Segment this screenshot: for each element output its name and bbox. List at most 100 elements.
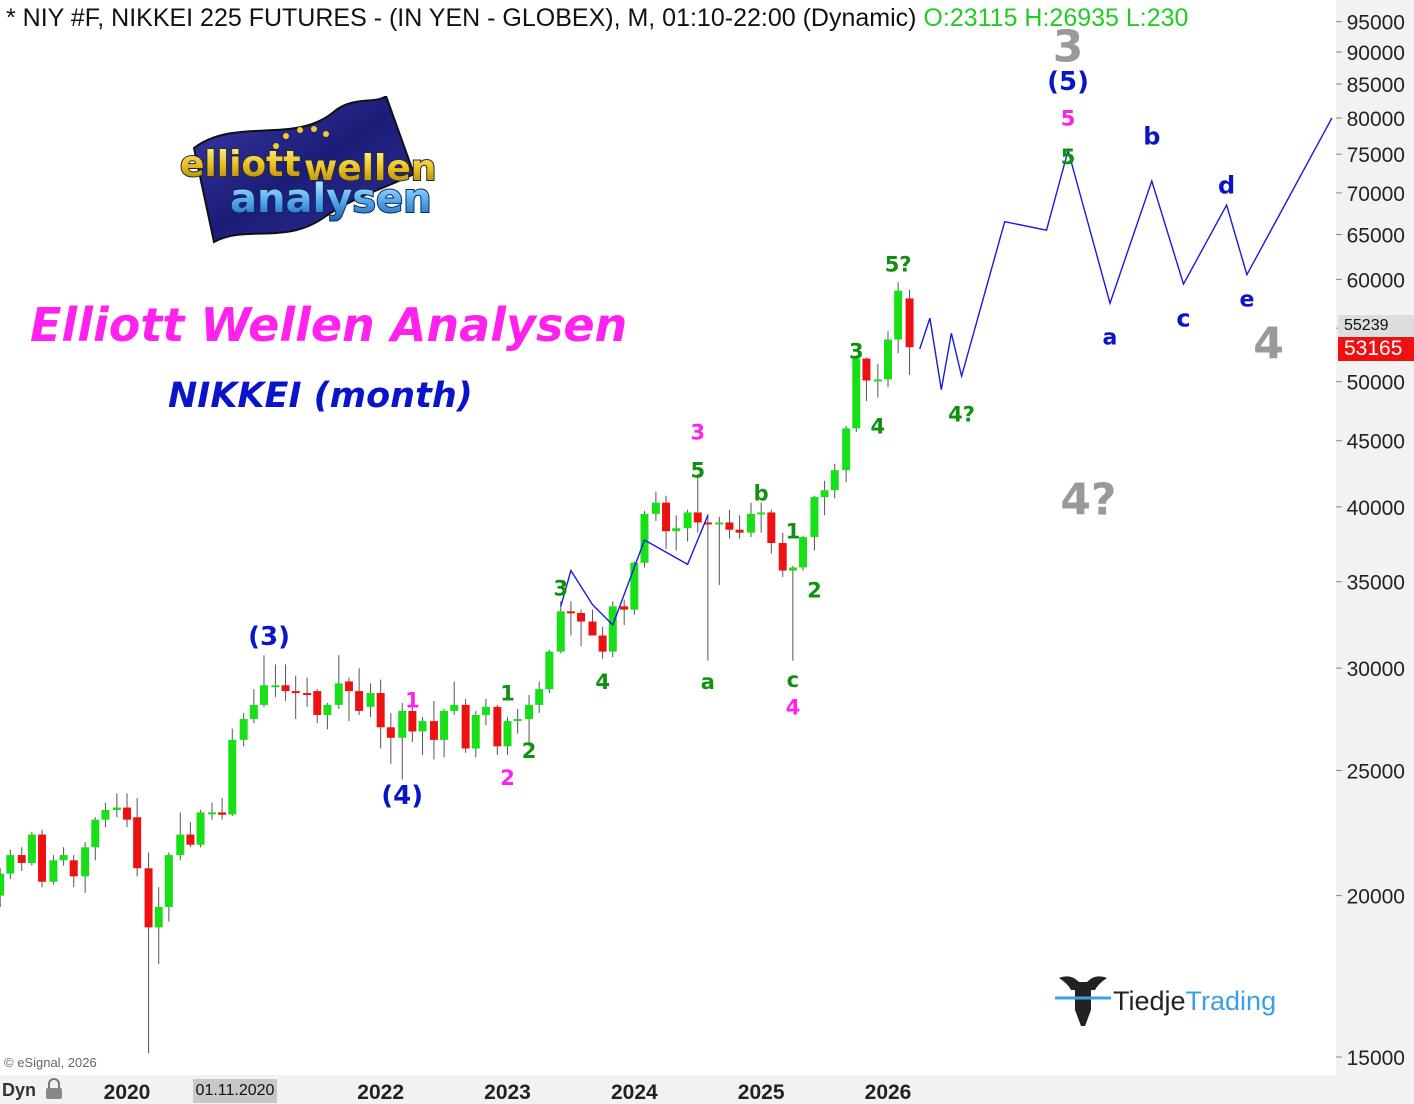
wave-label: b — [1143, 122, 1160, 150]
candle-up — [799, 537, 808, 568]
wave-label: 2 — [522, 739, 537, 763]
candle-up — [672, 528, 681, 532]
logo-text-tiedje: Tiedje — [1113, 986, 1186, 1016]
candle-up — [91, 819, 100, 848]
candle-up — [228, 739, 237, 815]
logo-text-analysen: analysen — [230, 176, 432, 222]
price-tag-last: 53165 — [1338, 337, 1414, 361]
wave-label: (3) — [248, 622, 290, 652]
wave-label: 5 — [1061, 107, 1076, 131]
y-tick-label: 25000 — [1347, 760, 1405, 783]
candle-down — [17, 855, 26, 863]
candle-up — [525, 704, 534, 720]
x-tick-label: 2026 — [865, 1081, 912, 1104]
tiedje-trading-logo: TiedjeTrading — [1055, 976, 1275, 1026]
candle-up — [873, 379, 882, 382]
wave-label: 5 — [690, 459, 705, 483]
candle-up — [112, 807, 121, 810]
candle-down — [303, 693, 312, 696]
candle-up — [0, 873, 5, 896]
wave-label: 4 — [595, 670, 610, 694]
lock-icon[interactable] — [44, 1078, 64, 1100]
wave-label: c — [787, 668, 799, 692]
x-tick-label: 2020 — [104, 1081, 151, 1104]
candle-down — [313, 691, 322, 715]
wave-label: a — [701, 670, 715, 694]
x-tick-label: 2022 — [357, 1081, 404, 1104]
wave-label: (5) — [1047, 67, 1089, 97]
wave-label: 1 — [405, 688, 420, 712]
candle-up — [842, 428, 851, 471]
candle-up — [176, 834, 185, 856]
candle-up — [271, 685, 280, 688]
candle-up — [556, 611, 565, 652]
wave-label: 3 — [849, 340, 864, 364]
candle-up — [810, 497, 819, 538]
candle-down — [69, 860, 78, 877]
candle-up — [418, 721, 427, 732]
wave-label: 3 — [1053, 22, 1084, 73]
y-tick-label: 15000 — [1347, 1047, 1405, 1070]
wave-label: 5? — [885, 252, 912, 276]
candle-up — [398, 710, 407, 738]
candle-down — [376, 693, 385, 728]
dynamic-mode-label[interactable]: Dyn — [2, 1080, 37, 1100]
wave-label: d — [1218, 172, 1235, 200]
candle-up — [334, 683, 343, 705]
ohlc-values: O:23115 H:26935 L:230 — [923, 4, 1189, 32]
candle-up — [27, 834, 36, 863]
candle-up — [196, 812, 205, 845]
candle-up — [323, 704, 332, 715]
elliott-wellen-analysen-logo: elliott wellen analysen — [179, 96, 437, 244]
wave-label: 3 — [690, 421, 705, 445]
candle-down — [588, 621, 597, 636]
wave-label: a — [1103, 325, 1118, 350]
candle-up — [101, 809, 110, 820]
price-tag-grey: 55239 — [1338, 315, 1414, 337]
candle-down — [725, 522, 734, 530]
logo-text-wellen: wellen — [304, 148, 436, 189]
candle-up — [852, 358, 861, 429]
candle-down — [429, 721, 438, 740]
candle-up — [820, 490, 829, 498]
symbol-title: * NIY #F, NIKKEI 225 FUTURES - (IN YEN -… — [6, 4, 917, 32]
candle-up — [513, 719, 522, 722]
copyright-text: © eSignal, 2026 — [4, 1055, 97, 1070]
candle-up — [830, 470, 839, 491]
candle-down — [133, 817, 142, 869]
candle-up — [683, 512, 692, 529]
y-tick-label: 35000 — [1347, 572, 1405, 595]
wave-label: e — [1239, 287, 1254, 312]
logo-text-trading: Trading — [1186, 986, 1275, 1016]
candle-up — [535, 689, 544, 705]
candle-up — [651, 502, 660, 514]
candle-up — [757, 512, 766, 515]
candle-up — [207, 812, 216, 815]
wave-label: c — [1176, 305, 1190, 333]
y-tick-label: 65000 — [1347, 224, 1405, 247]
candle-up — [471, 714, 480, 749]
candle-down — [862, 358, 871, 381]
candle-up — [894, 290, 903, 340]
price-axis[interactable] — [1336, 0, 1414, 1104]
candle-up — [366, 693, 375, 707]
candle-down — [386, 727, 395, 738]
wave-projection-line — [560, 515, 709, 627]
candle-up — [154, 906, 163, 928]
chart-subtitle: NIKKEI (month) — [168, 376, 473, 416]
candle-up — [6, 855, 15, 874]
y-tick-label: 85000 — [1347, 74, 1405, 97]
candle-up — [715, 522, 724, 525]
logo-text-elliott: elliott — [180, 144, 301, 185]
candle-down — [735, 529, 744, 533]
candle-down — [662, 502, 671, 532]
candle-down — [408, 710, 417, 732]
candle-down — [218, 812, 227, 815]
wave-label: 4 — [1253, 318, 1284, 369]
candle-up — [545, 651, 554, 690]
candle-down — [905, 298, 914, 348]
candle-up — [59, 855, 68, 861]
candle-up — [503, 721, 512, 747]
x-tick-label: 2023 — [484, 1081, 531, 1104]
